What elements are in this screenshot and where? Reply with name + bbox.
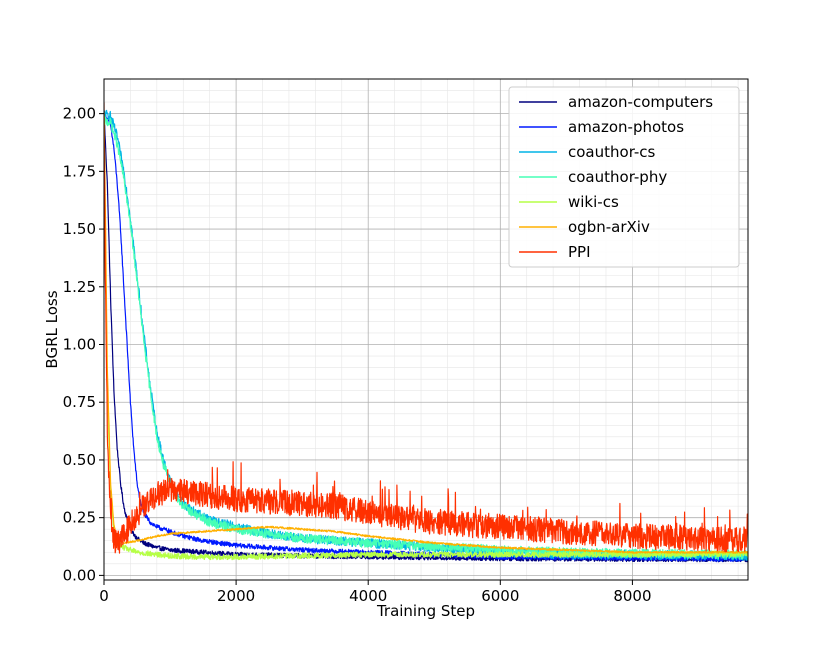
legend-label: PPI — [568, 243, 591, 261]
x-tick-label: 4000 — [349, 587, 387, 605]
x-axis-label: Training Step — [376, 602, 475, 620]
y-tick-label: 1.00 — [63, 336, 96, 354]
y-tick-label: 0.00 — [63, 566, 96, 584]
x-tick-label: 6000 — [481, 587, 519, 605]
y-tick-label: 0.75 — [63, 393, 96, 411]
plot-frame — [103, 78, 749, 581]
series-line-coauthor-phy — [104, 115, 748, 560]
x-axis-ticks: 0 2000 4000 6000 8000 — [99, 580, 652, 605]
legend-box — [508, 86, 740, 268]
legend-label: coauthor-phy — [568, 168, 667, 186]
legend-label: wiki-cs — [568, 193, 619, 211]
y-tick-label: 2.00 — [63, 105, 96, 123]
series-line-ogbn-arxiv — [104, 112, 748, 554]
y-tick-label: 0.50 — [63, 451, 96, 469]
legend: amazon-computers amazon-photos coauthor-cs… — [508, 86, 740, 268]
y-tick-label: 1.75 — [63, 162, 96, 180]
legend-label: amazon-computers — [568, 93, 713, 111]
series-line-ppi — [104, 102, 748, 554]
y-tick-label: 1.25 — [63, 278, 96, 296]
y-tick-label: 1.50 — [63, 220, 96, 238]
y-axis-ticks: 0.00 0.25 0.50 0.75 1.00 1.25 1.50 1.75 2.00 — [63, 105, 104, 584]
y-tick-label: 0.25 — [63, 509, 96, 527]
plot-area — [104, 102, 748, 563]
legend-label: amazon-photos — [568, 118, 684, 136]
x-tick-label: 2000 — [217, 587, 255, 605]
x-tick-label: 8000 — [613, 587, 651, 605]
y-axis-label: BGRL Loss — [43, 290, 61, 368]
legend-label: ogbn-arXiv — [568, 218, 650, 236]
legend-label: coauthor-cs — [568, 143, 656, 161]
x-tick-label: 0 — [99, 587, 109, 605]
